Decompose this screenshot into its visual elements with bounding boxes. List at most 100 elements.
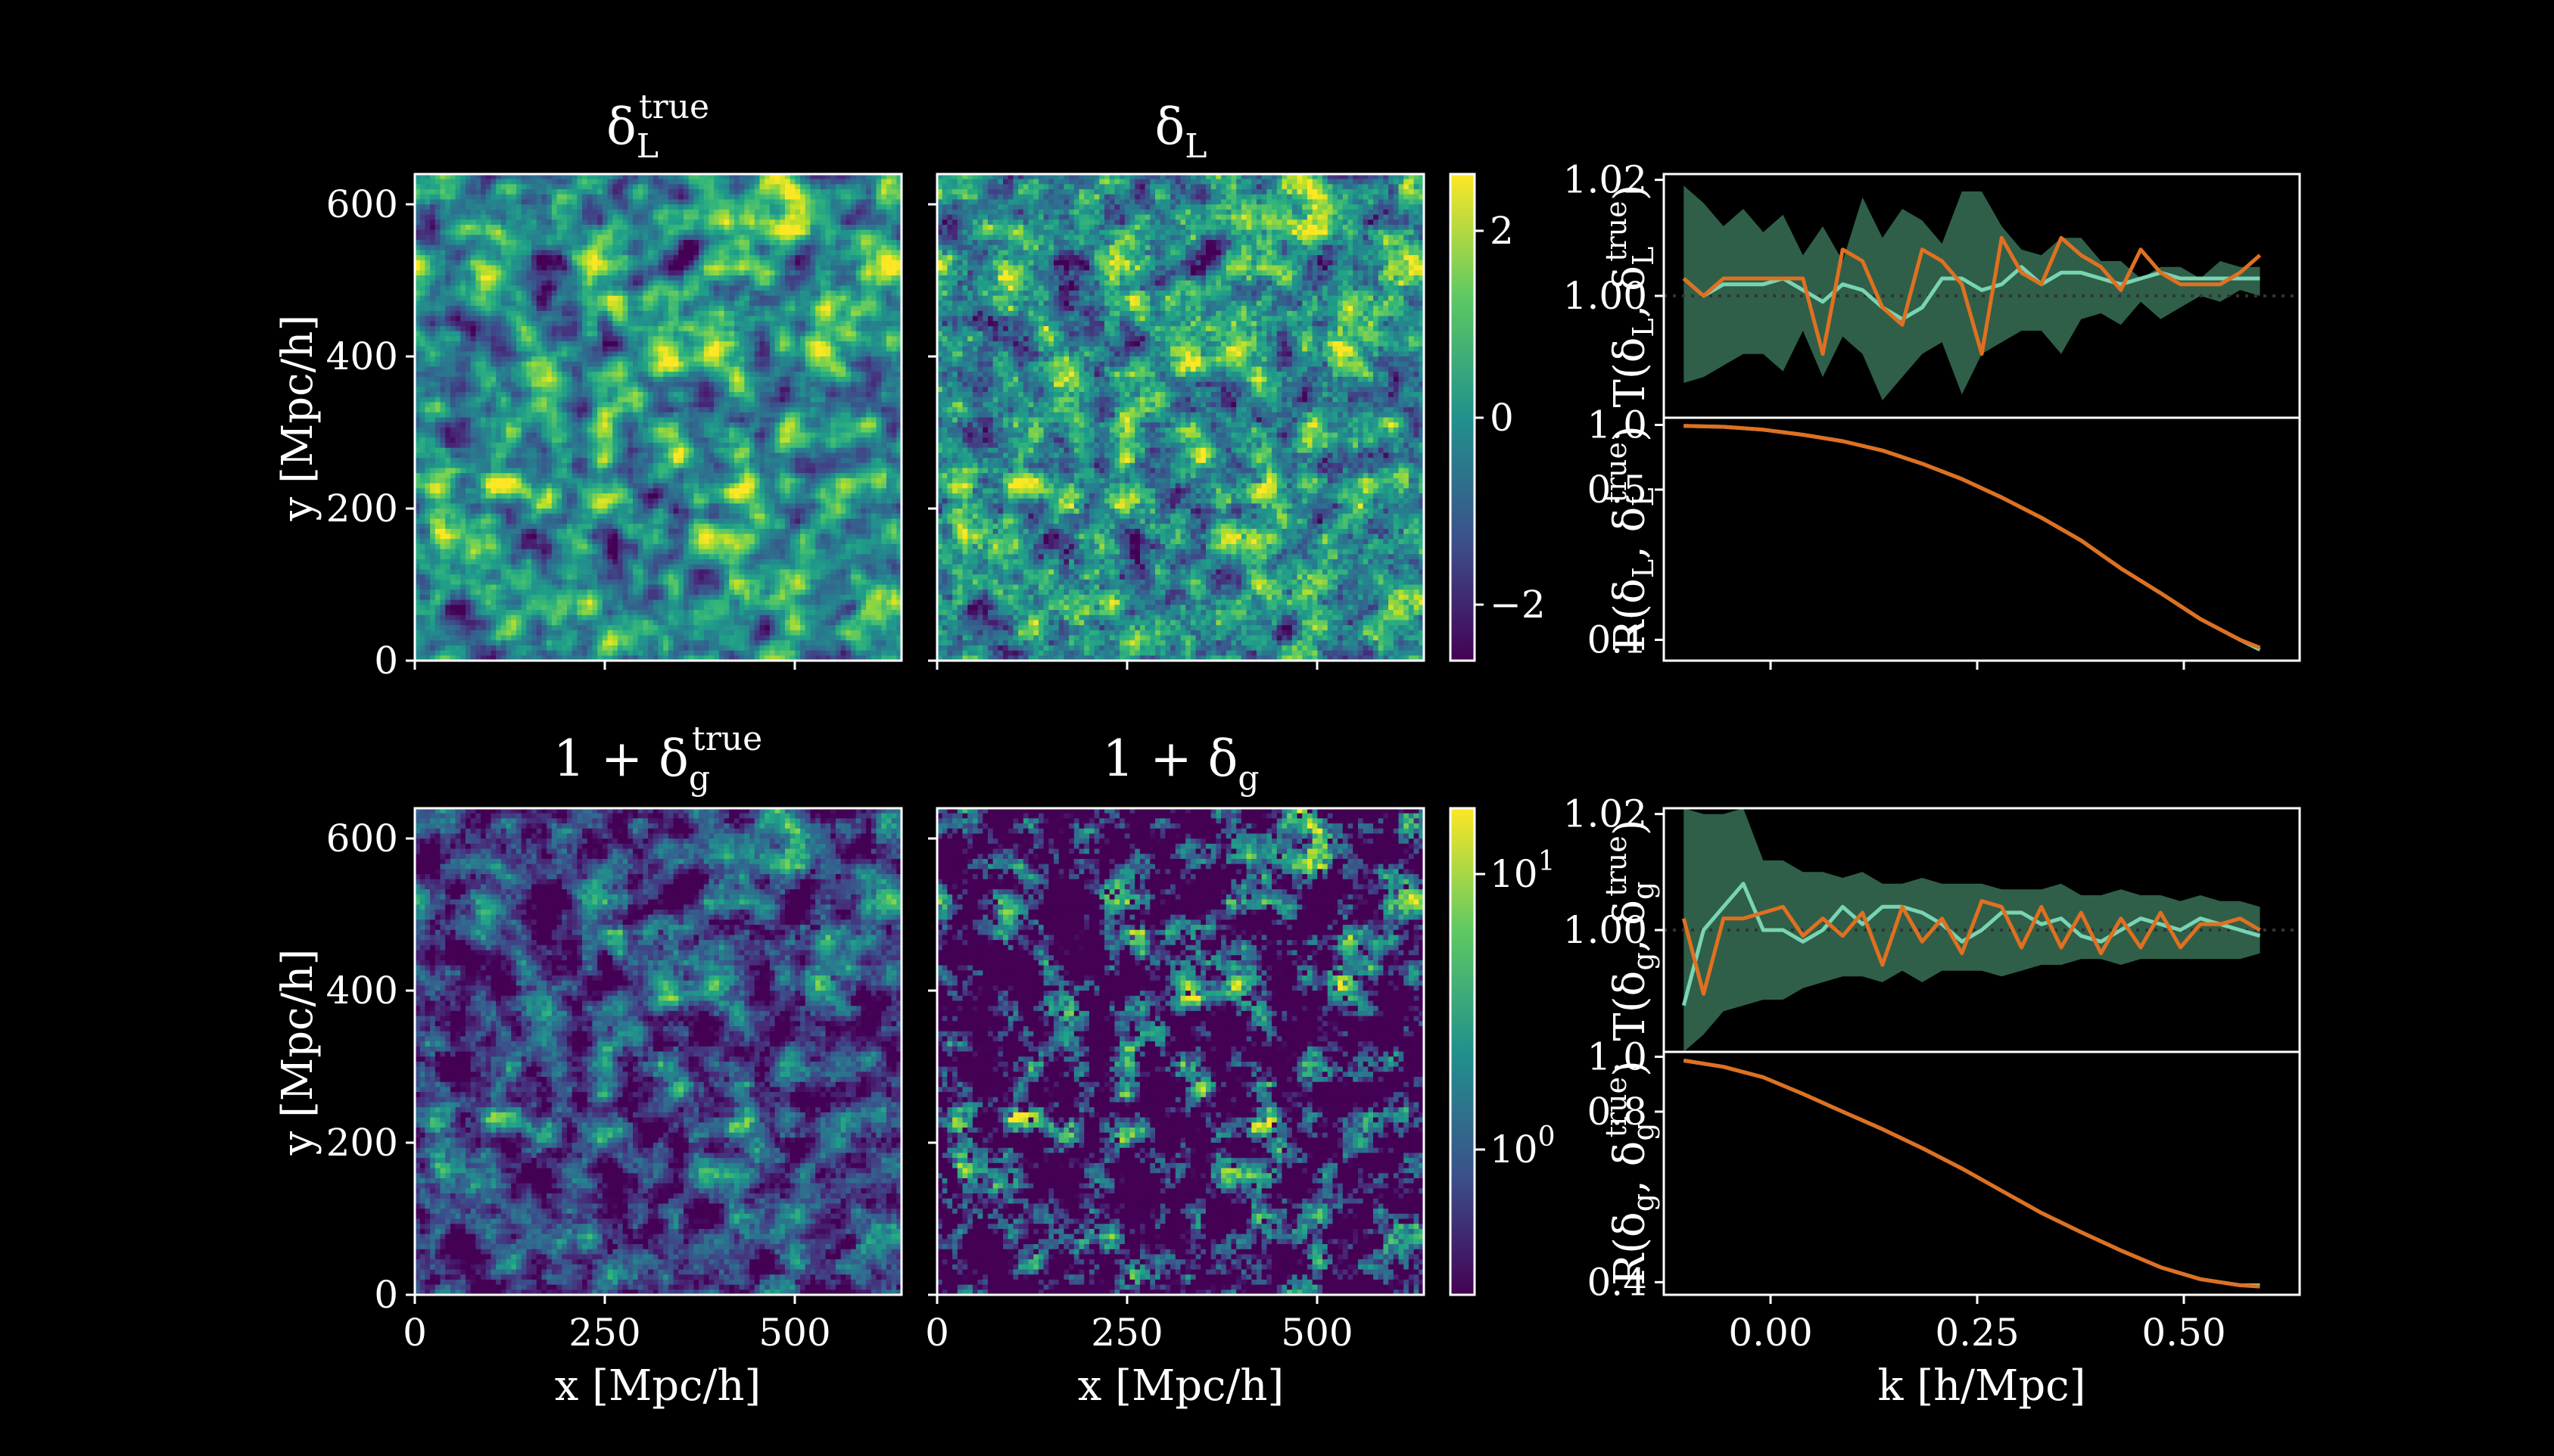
heatmap-cell — [445, 310, 451, 317]
heatmap-cell — [526, 189, 532, 195]
heatmap-cell — [592, 366, 598, 372]
heatmap-cell — [765, 244, 771, 251]
heatmap-cell — [597, 422, 603, 428]
heatmap-cell — [506, 336, 512, 342]
heatmap-cell — [481, 199, 487, 205]
heatmap-cell — [485, 387, 492, 393]
heatmap-cell — [582, 346, 588, 353]
heatmap-cell — [830, 280, 836, 286]
heatmap-cell — [602, 300, 609, 306]
heatmap-cell — [500, 219, 507, 226]
heatmap-cell — [633, 306, 639, 312]
heatmap-cell — [729, 244, 735, 251]
heatmap-cell — [628, 372, 634, 378]
heatmap-cell — [805, 432, 811, 438]
heatmap-cell — [521, 174, 527, 180]
heatmap-cell — [886, 366, 892, 372]
heatmap-cell — [496, 270, 502, 276]
heatmap-cell — [709, 387, 715, 393]
heatmap-cell — [673, 397, 679, 403]
heatmap-cell — [774, 214, 780, 220]
heatmap-cell — [795, 432, 801, 438]
heatmap-cell — [500, 316, 507, 322]
heatmap-cell — [526, 240, 532, 246]
heatmap-cell — [830, 174, 836, 180]
heatmap-cell — [729, 306, 735, 312]
heatmap-cell — [434, 325, 441, 332]
heatmap-cell — [815, 372, 821, 378]
heatmap-cell — [673, 189, 679, 195]
heatmap-cell — [815, 387, 821, 393]
heatmap-cell — [415, 427, 421, 434]
heatmap-cell — [562, 209, 568, 216]
heatmap-cell — [668, 209, 674, 216]
heatmap-cell — [515, 174, 522, 180]
heatmap-cell — [628, 260, 634, 266]
heatmap-cell — [622, 285, 628, 291]
heatmap-cell — [688, 260, 694, 266]
heatmap-cell — [790, 295, 796, 302]
heatmap-cell — [622, 361, 628, 368]
heatmap-cell — [896, 199, 902, 205]
heatmap-cell — [566, 189, 573, 195]
heatmap-cell — [881, 270, 887, 276]
heatmap-cell — [703, 224, 710, 231]
heatmap-cell — [774, 219, 780, 226]
heatmap-cell — [693, 392, 699, 398]
heatmap-cell — [612, 432, 618, 438]
heatmap-cell — [612, 235, 618, 241]
heatmap-cell — [491, 417, 497, 423]
heatmap-cell — [774, 280, 780, 286]
heatmap-cell — [582, 291, 588, 297]
heatmap-cell — [481, 316, 487, 322]
heatmap-cell — [825, 184, 831, 190]
heatmap-cell — [450, 270, 456, 276]
heatmap-cell — [577, 194, 583, 201]
heatmap-cell — [470, 376, 476, 383]
heatmap-cell — [709, 209, 715, 216]
heatmap-cell — [835, 376, 842, 383]
heatmap-cell — [440, 184, 446, 190]
heatmap-cell — [800, 316, 806, 322]
heatmap-cell — [511, 306, 517, 312]
heatmap-cell — [541, 280, 547, 286]
heatmap-cell — [653, 356, 659, 362]
heatmap-cell — [531, 346, 537, 353]
heatmap-cell — [607, 300, 613, 306]
heatmap-cell — [465, 427, 472, 434]
heatmap-cell — [733, 336, 740, 342]
heatmap-cell — [851, 285, 857, 291]
heatmap-cell — [896, 427, 902, 434]
heatmap-cell — [855, 174, 862, 180]
heatmap-cell — [419, 240, 425, 246]
heatmap-cell — [440, 189, 446, 195]
heatmap-cell — [465, 376, 472, 383]
heatmap-cell — [693, 321, 699, 327]
heatmap-cell — [597, 325, 603, 332]
heatmap-cell — [881, 316, 887, 322]
heatmap-cell — [536, 412, 543, 418]
heatmap-cell — [648, 219, 654, 226]
heatmap-cell — [663, 306, 669, 312]
heatmap-cell — [460, 275, 466, 282]
heatmap-cell — [551, 417, 558, 423]
heatmap-cell — [790, 179, 796, 185]
heatmap-cell — [881, 244, 887, 251]
heatmap-cell — [714, 235, 720, 241]
heatmap-cell — [628, 306, 634, 312]
heatmap-cell — [749, 306, 755, 312]
heatmap-cell — [774, 291, 780, 297]
heatmap-cell — [668, 260, 674, 266]
heatmap-cell — [835, 219, 842, 226]
heatmap-cell — [587, 184, 593, 190]
heatmap-cell — [703, 310, 710, 317]
heatmap-cell — [430, 291, 436, 297]
heatmap-cell — [805, 229, 811, 235]
heatmap-cell — [846, 300, 852, 306]
heatmap-cell — [415, 270, 421, 276]
heatmap-cell — [871, 402, 877, 408]
heatmap-cell — [430, 250, 436, 256]
heatmap-cell — [759, 325, 765, 332]
heatmap-cell — [481, 351, 487, 357]
heatmap-cell — [749, 407, 755, 413]
